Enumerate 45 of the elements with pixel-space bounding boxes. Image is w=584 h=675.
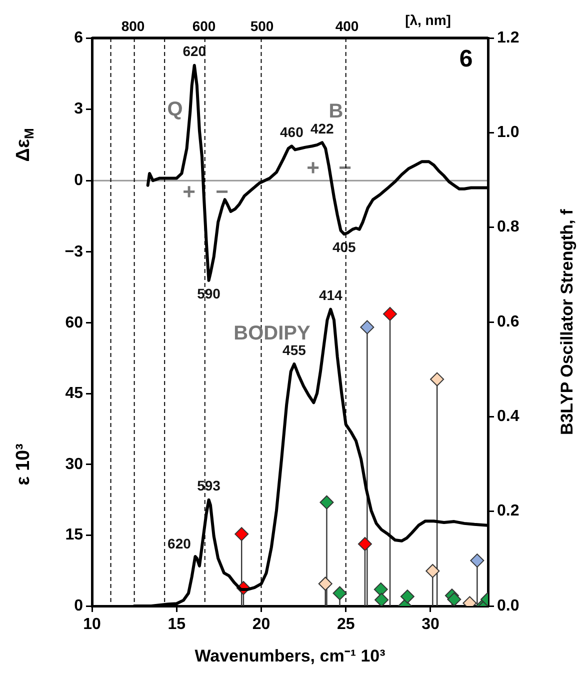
x-axis-title: Wavenumbers, cm⁻¹ 10³: [194, 646, 386, 666]
y-tick-label: 15: [65, 526, 84, 544]
text: 800: [121, 18, 145, 34]
annotation: 414: [318, 287, 343, 304]
y2-tick-label: 0.4: [497, 408, 520, 426]
annotation: 6: [459, 46, 473, 73]
y2-tick-label: 0.2: [497, 502, 520, 520]
annotation: 620: [182, 43, 206, 60]
y2-axis-title: B3LYP Oscillator Strength, f: [558, 208, 577, 436]
y-tick-label: 30: [65, 456, 84, 473]
x-tick-label: 30: [422, 616, 440, 634]
annotation: 590: [197, 285, 221, 302]
annotation: −: [216, 179, 228, 204]
annotation: Q: [167, 98, 183, 121]
y-tick-label: 6: [74, 29, 84, 46]
y-axis-title: ΔεM: [13, 128, 36, 162]
y2-tick-label: 1.2: [497, 29, 520, 46]
y2-tick-label: 1.0: [497, 124, 520, 142]
x-tick-label: 10: [83, 616, 101, 634]
x-tick-label: 15: [168, 616, 186, 634]
annotation: B: [328, 100, 344, 123]
x-tick-label: 25: [336, 616, 355, 634]
text: 400: [335, 18, 359, 34]
text: 600: [192, 18, 216, 34]
y2-tick-label: 0.6: [497, 313, 520, 330]
annotation: −: [338, 155, 352, 180]
y-tick-label: −3: [64, 243, 84, 260]
y-tick-label: 45: [65, 385, 84, 402]
y-tick-label: 0: [74, 597, 84, 614]
y-tick-label: 60: [65, 314, 84, 332]
text: 500: [250, 18, 274, 34]
y-tick-label: 3: [74, 100, 84, 118]
y2-tick-label: 0.8: [497, 218, 520, 236]
x-tick-label: 20: [252, 616, 270, 634]
annotation: +: [306, 155, 320, 180]
text: [λ, nm]: [405, 12, 451, 28]
y-axis-title: ε 10³: [13, 444, 34, 486]
annotation: 460: [280, 124, 304, 140]
annotation: 405: [332, 238, 356, 255]
annotation: 593: [197, 478, 221, 494]
annotation: 422: [310, 120, 334, 136]
y2-tick-label: 0.0: [497, 597, 520, 614]
annotation: +: [182, 179, 196, 204]
annotation: 620: [168, 535, 192, 552]
y-tick-label: 0: [74, 172, 84, 189]
